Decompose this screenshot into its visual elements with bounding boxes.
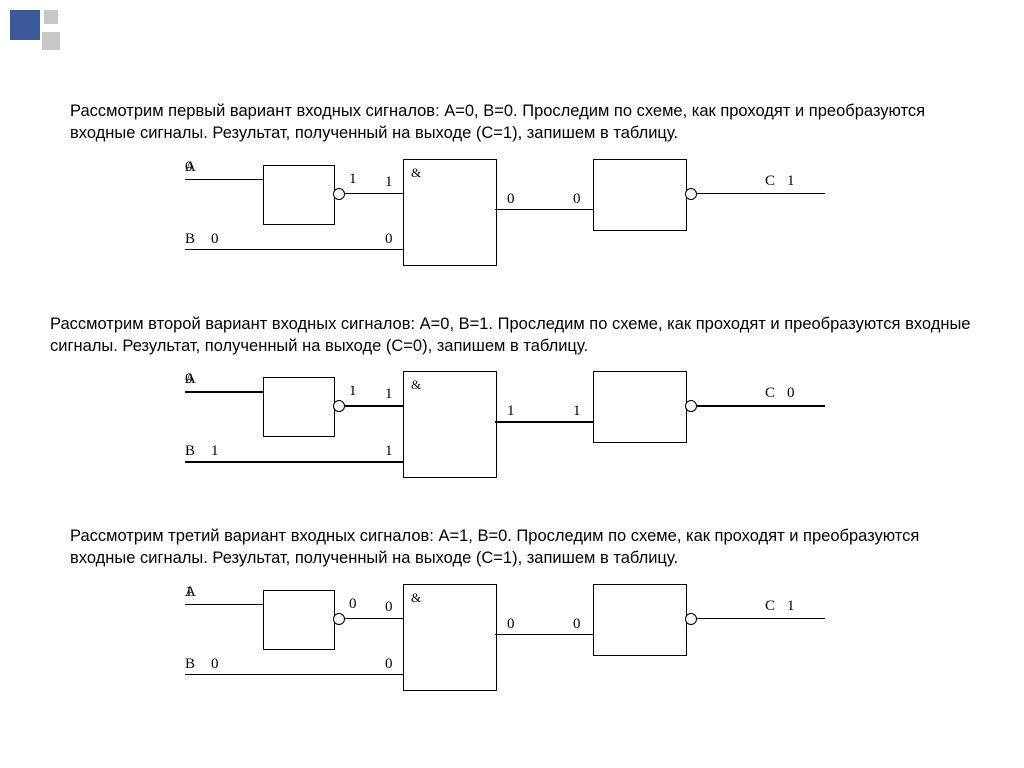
value-not-out: 1: [349, 171, 357, 188]
not-gate: [263, 165, 335, 225]
value-B: 0: [211, 231, 219, 248]
wire: [185, 179, 263, 181]
value-and-out2: 0: [573, 191, 581, 208]
value-and-in2: 0: [385, 656, 393, 673]
wire: [697, 405, 825, 407]
value-not-out2: 1: [385, 386, 393, 403]
value-C: 1: [787, 598, 795, 615]
wire: [345, 405, 403, 407]
value-A: 0: [185, 371, 193, 388]
paragraph-1: Рассмотрим первый вариант входных сигнал…: [50, 100, 980, 145]
label-B: В: [185, 656, 195, 673]
and-symbol: &: [411, 377, 421, 393]
decor-square: [10, 10, 40, 40]
wire: [185, 391, 263, 393]
and-symbol: &: [411, 590, 421, 606]
inverter-bubble-icon: [333, 613, 345, 625]
not-gate-2: [593, 159, 687, 231]
value-and-out2: 0: [573, 616, 581, 633]
inverter-bubble-icon: [685, 613, 697, 625]
value-C: 0: [787, 385, 795, 402]
value-and-in2: 0: [385, 231, 393, 248]
value-B: 1: [211, 443, 219, 460]
inverter-bubble-icon: [685, 188, 697, 200]
label-B: В: [185, 443, 195, 460]
value-not-out2: 0: [385, 599, 393, 616]
value-A: 1: [185, 584, 193, 601]
logic-diagram-3: & А 1 В 0 0 0 0 0 0 С 1: [185, 584, 845, 704]
not-gate: [263, 377, 335, 437]
not-gate: [263, 590, 335, 650]
logic-diagram-2: & А 0 В 1 1 1 1 1 1 С 0: [185, 371, 845, 491]
inverter-bubble-icon: [333, 188, 345, 200]
value-B: 0: [211, 656, 219, 673]
value-not-out2: 1: [385, 174, 393, 191]
inverter-bubble-icon: [333, 400, 345, 412]
wire: [697, 618, 825, 620]
wire: [185, 461, 403, 463]
value-and-in2: 1: [385, 443, 393, 460]
label-C: С: [765, 173, 775, 190]
value-A: 0: [185, 159, 193, 176]
wire: [345, 618, 403, 620]
slide-content: Рассмотрим первый вариант входных сигнал…: [50, 100, 980, 738]
label-C: С: [765, 598, 775, 615]
label-C: С: [765, 385, 775, 402]
value-and-out: 1: [507, 403, 515, 420]
value-not-out: 0: [349, 596, 357, 613]
wire: [495, 421, 593, 423]
wire: [495, 209, 593, 211]
not-gate-2: [593, 584, 687, 656]
value-and-out: 0: [507, 616, 515, 633]
wire: [697, 193, 825, 195]
wire: [185, 674, 403, 676]
wire: [345, 193, 403, 195]
paragraph-3: Рассмотрим третий вариант входных сигнал…: [50, 525, 980, 570]
wire: [495, 634, 593, 636]
decor-square: [44, 10, 58, 24]
decor-square: [42, 32, 60, 50]
and-symbol: &: [411, 165, 421, 181]
inverter-bubble-icon: [685, 400, 697, 412]
wire: [185, 604, 263, 606]
not-gate-2: [593, 371, 687, 443]
value-not-out: 1: [349, 383, 357, 400]
label-B: В: [185, 231, 195, 248]
value-and-out: 0: [507, 191, 515, 208]
logic-diagram-1: & А 0 В 0 1 1 0 0 0 С 1: [185, 159, 845, 279]
value-and-out2: 1: [573, 403, 581, 420]
wire: [185, 249, 403, 251]
paragraph-2: Рассмотрим второй вариант входных сигнал…: [50, 313, 980, 358]
value-C: 1: [787, 173, 795, 190]
